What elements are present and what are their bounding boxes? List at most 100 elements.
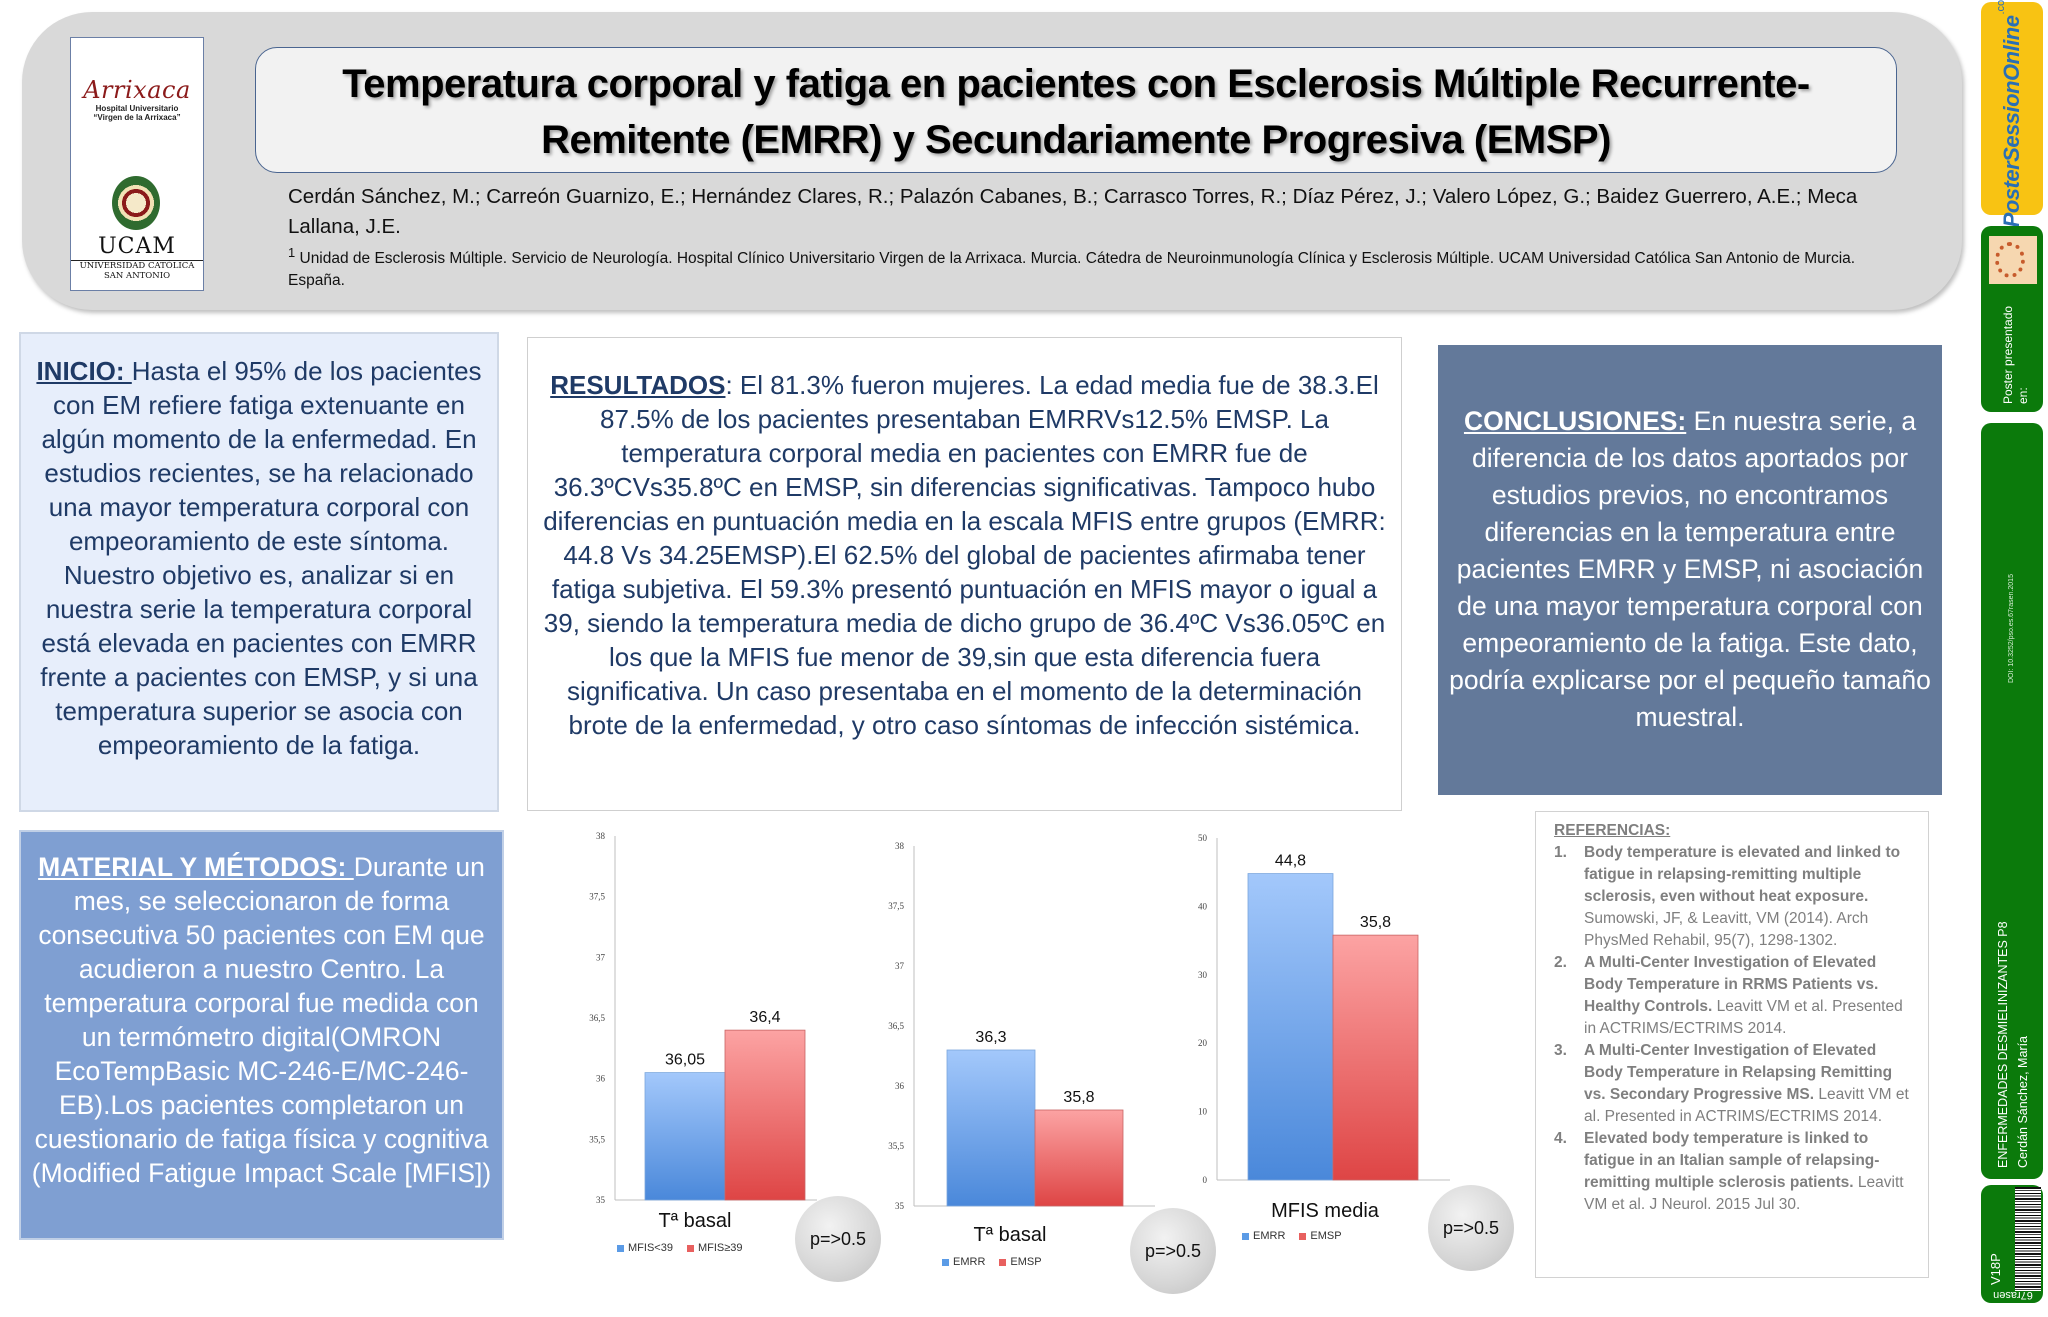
title-line-1: Temperatura corporal y fatiga en pacient… [342,62,1810,106]
affiliation-superscript: 1 [288,245,296,260]
chart-title: Tª basal [973,1224,1047,1246]
reference-source: Leavitt VM et al. Presented in ACTRIMS/E… [1584,1086,1909,1125]
legend-label: EMRR [953,1256,986,1268]
legend-label: MFIS≥39 [697,1242,743,1254]
reference-number: 4. [1554,1130,1567,1147]
bar-red [1332,934,1419,1181]
conclusiones-heading: CONCLUSIONES: [1463,406,1687,436]
chart-svg: 0 10 20 30 40 50 44,8 35,8 [1198,833,1450,1185]
university-subtitle-1: UNIVERSIDAD CATÓLICA [79,261,195,271]
topic-label: ENFERMEDADES DESMIELINIZANTES P8 [1996,921,2010,1168]
author-label: Cerdán Sánchez, María [2016,1035,2030,1168]
bar-blue [1247,873,1334,1181]
chart-title: MFIS media [1271,1200,1379,1222]
hospital-subtitle-1: Hospital Universitario [95,104,179,113]
y-tick-label: 37 [596,952,606,962]
metodos-heading: MATERIAL Y MÉTODOS: [38,852,354,882]
y-tick-label: 35,5 [589,1134,605,1144]
presented-at-panel: Poster presentado en: [1981,226,2043,412]
y-tick-label: 38 [895,841,905,851]
chart-legend: MFIS<39 MFIS≥39 [617,1242,743,1254]
legend-swatch [1242,1232,1249,1240]
title-line-2: Remitente (EMRR) y Secundariamente Progr… [541,118,1611,162]
y-tick-label: 37 [895,961,905,971]
section-inicio: INICIO: Hasta el 95% de los pacientes co… [19,332,499,812]
y-tick-label: 38 [596,831,606,841]
y-tick-label: 50 [1198,833,1208,843]
chart-svg: 35 35,5 36 36,5 37 37,5 38 36,05 36,4 [589,831,817,1205]
brand-domain: .com [1995,0,2007,15]
reference-item: 2. A Multi-Center Investigation of Elevat… [1554,952,1914,1040]
data-label: 35,8 [1360,914,1391,931]
hospital-name: Arrixaca [83,76,191,104]
reference-text: Elevated body temperature is linked to f… [1584,1128,1914,1216]
institution-logos: Arrixaca Hospital Universitario “Virgen … [70,37,204,291]
bar-red [1034,1109,1124,1207]
reference-number: 1. [1554,844,1567,861]
reference-title: Elevated body temperature is linked to f… [1584,1130,1880,1191]
reference-number: 3. [1554,1042,1567,1059]
chart-mfis-by-ms-type: 0 10 20 30 40 50 44,8 35,8 MFIS media EMRR EMSP p=>… [1185,822,1514,1271]
ucam-seal-icon [112,176,160,230]
legend-item: EMRR [1242,1230,1285,1242]
reference-text: A Multi-Center Investigation of Elevated… [1584,1040,1914,1128]
y-tick-label: 35 [596,1195,606,1205]
reference-source: Sumowski, JF, & Leavitt, VM (2014). Arch… [1584,910,1869,949]
resultados-body: : El 81.3% fueron mujeres. La edad media… [543,370,1386,740]
affiliation-text: Unidad de Esclerosis Múltiple. Servicio … [288,250,1856,290]
reference-list: 1. Body temperature is elevated and linke… [1554,842,1914,1216]
reference-item: 3. A Multi-Center Investigation of Elevat… [1554,1040,1914,1128]
y-tick-label: 37,5 [888,901,904,911]
chart-legend: EMRR EMSP [942,1256,1042,1268]
reference-title: Body temperature is elevated and linked … [1584,844,1901,905]
arrixaca-logo: Arrixaca Hospital Universitario “Virgen … [71,76,203,122]
brain-icon [1995,242,2025,278]
y-tick-label: 35 [895,1201,905,1211]
section-resultados: RESULTADOS: El 81.3% fueron mujeres. La … [527,337,1402,811]
legend-swatch [617,1244,624,1252]
data-label: 44,8 [1275,853,1306,870]
postersessiononline-logo[interactable]: PosterSessionOnline .com [1981,0,2043,227]
bar-blue [946,1049,1036,1207]
legend-swatch [942,1258,949,1266]
legend-item: MFIS<39 [617,1242,673,1254]
barcode-icon [2015,1187,2041,1291]
chart-svg: 35 35,5 36 36,5 37 37,5 38 36,3 35,8 [888,841,1155,1211]
affiliation: 1 Unidad de Esclerosis Múltiple. Servici… [288,242,1908,292]
inicio-body: Hasta el 95% de los pacientes con EM ref… [40,356,482,760]
data-label: 35,8 [1063,1089,1094,1106]
reference-number: 2. [1554,954,1567,971]
y-tick-label: 40 [1198,901,1208,911]
y-tick-label: 37,5 [589,892,605,902]
p-value-badge: p=>0.5 [1130,1208,1216,1294]
reference-text: A Multi-Center Investigation of Elevated… [1584,952,1914,1040]
reference-source: Leavitt VM et al. Presented in ACTRIMS/E… [1584,998,1903,1037]
y-tick-label: 20 [1198,1038,1208,1048]
poster-info-panel: DOI: 10.3252/pso.es.67rasen.2015 ENFERME… [1981,423,2043,1179]
university-name: UCAM [98,234,176,259]
reference-title: A Multi-Center Investigation of Elevated… [1584,1042,1893,1103]
chart-legend: EMRR EMSP [1242,1230,1342,1242]
poster-title: Temperatura corporal y fatiga en pacient… [256,48,1896,168]
data-label: 36,4 [749,1009,780,1026]
chart-temperature-by-ms-type: 35 35,5 36 36,5 37 37,5 38 36,3 35,8 Tª basal EMRR… [880,828,1216,1294]
legend-label: MFIS<39 [628,1242,673,1254]
university-subtitle: UNIVERSIDAD CATÓLICA SAN ANTONIO [71,260,203,281]
section-conclusiones: CONCLUSIONES: En nuestra serie, a difere… [1438,345,1942,795]
p-value-badge: p=>0.5 [795,1196,881,1282]
legend-label: EMRR [1253,1230,1286,1242]
y-tick-label: 36,5 [589,1013,605,1023]
data-label: 36,05 [665,1052,705,1069]
doi-text[interactable]: DOI: 10.3252/pso.es.67rasen.2015 [2008,574,2015,683]
hospital-subtitle-2: “Virgen de la Arrixaca” [93,113,181,122]
poster-code: V18P [1988,1253,2003,1285]
topic-author: ENFERMEDADES DESMIELINIZANTES P8 Cerdán … [1993,908,2033,1168]
legend-item: EMSP [1299,1230,1342,1242]
presented-label: Poster presentado en: [2001,305,2030,404]
data-label: 36,3 [975,1029,1006,1046]
university-subtitle-2: SAN ANTONIO [103,271,171,281]
reference-text: Body temperature is elevated and linked … [1584,842,1914,952]
section-referencias: REFERENCIAS: 1. Body temperature is eleva… [1535,811,1929,1278]
legend-label: EMSP [1310,1230,1342,1242]
legend-swatch [686,1244,694,1252]
